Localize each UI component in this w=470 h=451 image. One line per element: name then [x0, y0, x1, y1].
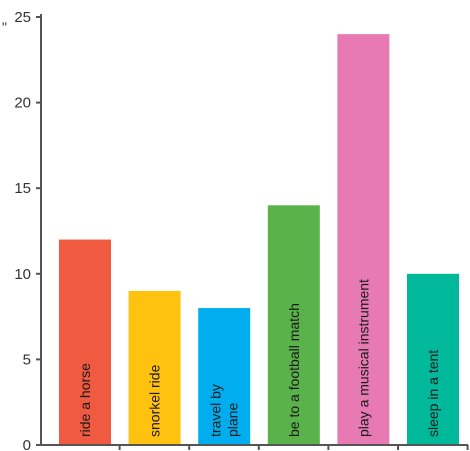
- bar-label: sleep in a tent: [425, 350, 441, 437]
- bar: [267, 205, 320, 445]
- bar-label: play a musical instrument: [355, 279, 371, 437]
- bar-label-line: sleep in a tent: [425, 350, 441, 437]
- bar: [59, 239, 111, 445]
- bar-labels-group: ride a horse snorkel ride travel by plane be…: [77, 279, 441, 437]
- bar-label-line: plane: [225, 403, 241, 437]
- bar-label-line: be to a football match: [286, 303, 302, 437]
- bar-label-line: travel by: [208, 384, 224, 437]
- bar-label: ride a horse: [77, 363, 93, 437]
- y-tick-label: 20: [14, 95, 31, 112]
- bar-label: snorkel ride: [147, 364, 163, 437]
- bar-label-line: play a musical instrument: [355, 279, 371, 437]
- y-axis: 0 5 10 15 20 25: [14, 9, 42, 451]
- stray-mark: ": [2, 19, 7, 35]
- y-tick-label: 5: [23, 351, 31, 368]
- bar: [128, 290, 181, 445]
- bar-label-line: snorkel ride: [147, 364, 163, 437]
- y-tick-label: 25: [14, 9, 31, 26]
- y-tick-label: 15: [14, 180, 31, 197]
- bar-label-line: ride a horse: [77, 363, 93, 437]
- bar: [337, 34, 390, 446]
- bar-label: be to a football match: [286, 303, 302, 437]
- bar: [407, 273, 459, 445]
- y-tick-label: 0: [23, 437, 31, 451]
- bars-group: [59, 34, 459, 446]
- bar-label: travel by plane: [208, 384, 241, 437]
- y-tick-label: 10: [14, 266, 31, 283]
- x-ticks-group: [118, 445, 469, 450]
- bar: [198, 308, 251, 445]
